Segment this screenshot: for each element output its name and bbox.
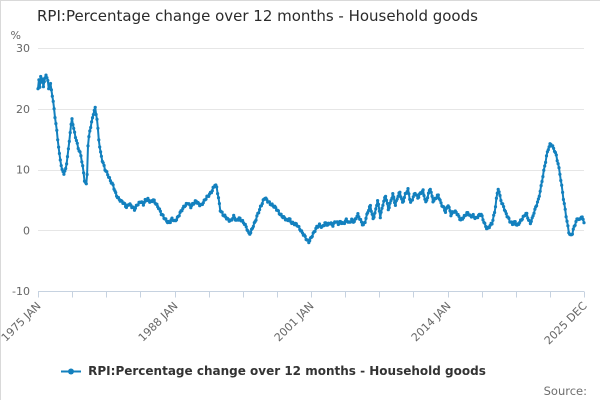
- y-axis-tick-label: 30: [16, 42, 30, 55]
- data-series[interactable]: [36, 73, 586, 245]
- y-axis-labels: 30 20 10 0 -10%: [11, 29, 30, 298]
- legend-label: RPI:Percentage change over 12 months - H…: [88, 364, 486, 378]
- plot-area[interactable]: 30 20 10 0 -10% 1975 JAN 1988 JAN 2001 JAN 2014…: [1, 1, 600, 361]
- x-axis: [38, 291, 585, 298]
- chart-title: RPI:Percentage change over 12 months - H…: [37, 7, 478, 25]
- x-axis-tick-label: 2014 JAN: [409, 299, 454, 344]
- x-axis-tick-label: 2025 DEC: [542, 299, 590, 347]
- y-axis-tick-label: -10: [12, 285, 30, 298]
- legend-line-marker-icon: [61, 368, 82, 374]
- x-axis-tick-label: 1975 JAN: [1, 299, 44, 344]
- legend: RPI:Percentage change over 12 months - H…: [1, 364, 573, 378]
- x-axis-labels: 1975 JAN 1988 JAN 2001 JAN 2014 JAN 2025 DEC: [1, 299, 590, 347]
- y-axis-tick-label: 10: [16, 164, 30, 177]
- y-axis-tick-label: 0: [23, 224, 30, 237]
- y-axis-tick-label: 20: [16, 103, 30, 116]
- y-axis-unit-label: %: [11, 29, 21, 42]
- x-axis-tick-label: 1988 JAN: [136, 299, 181, 344]
- x-axis-tick-label: 2001 JAN: [272, 299, 317, 344]
- legend-item[interactable]: RPI:Percentage change over 12 months - H…: [60, 364, 486, 378]
- gridlines: [38, 48, 584, 231]
- data-point-markers: [36, 73, 586, 245]
- source-label: Source:: [543, 384, 587, 398]
- data-line[interactable]: [37, 74, 585, 244]
